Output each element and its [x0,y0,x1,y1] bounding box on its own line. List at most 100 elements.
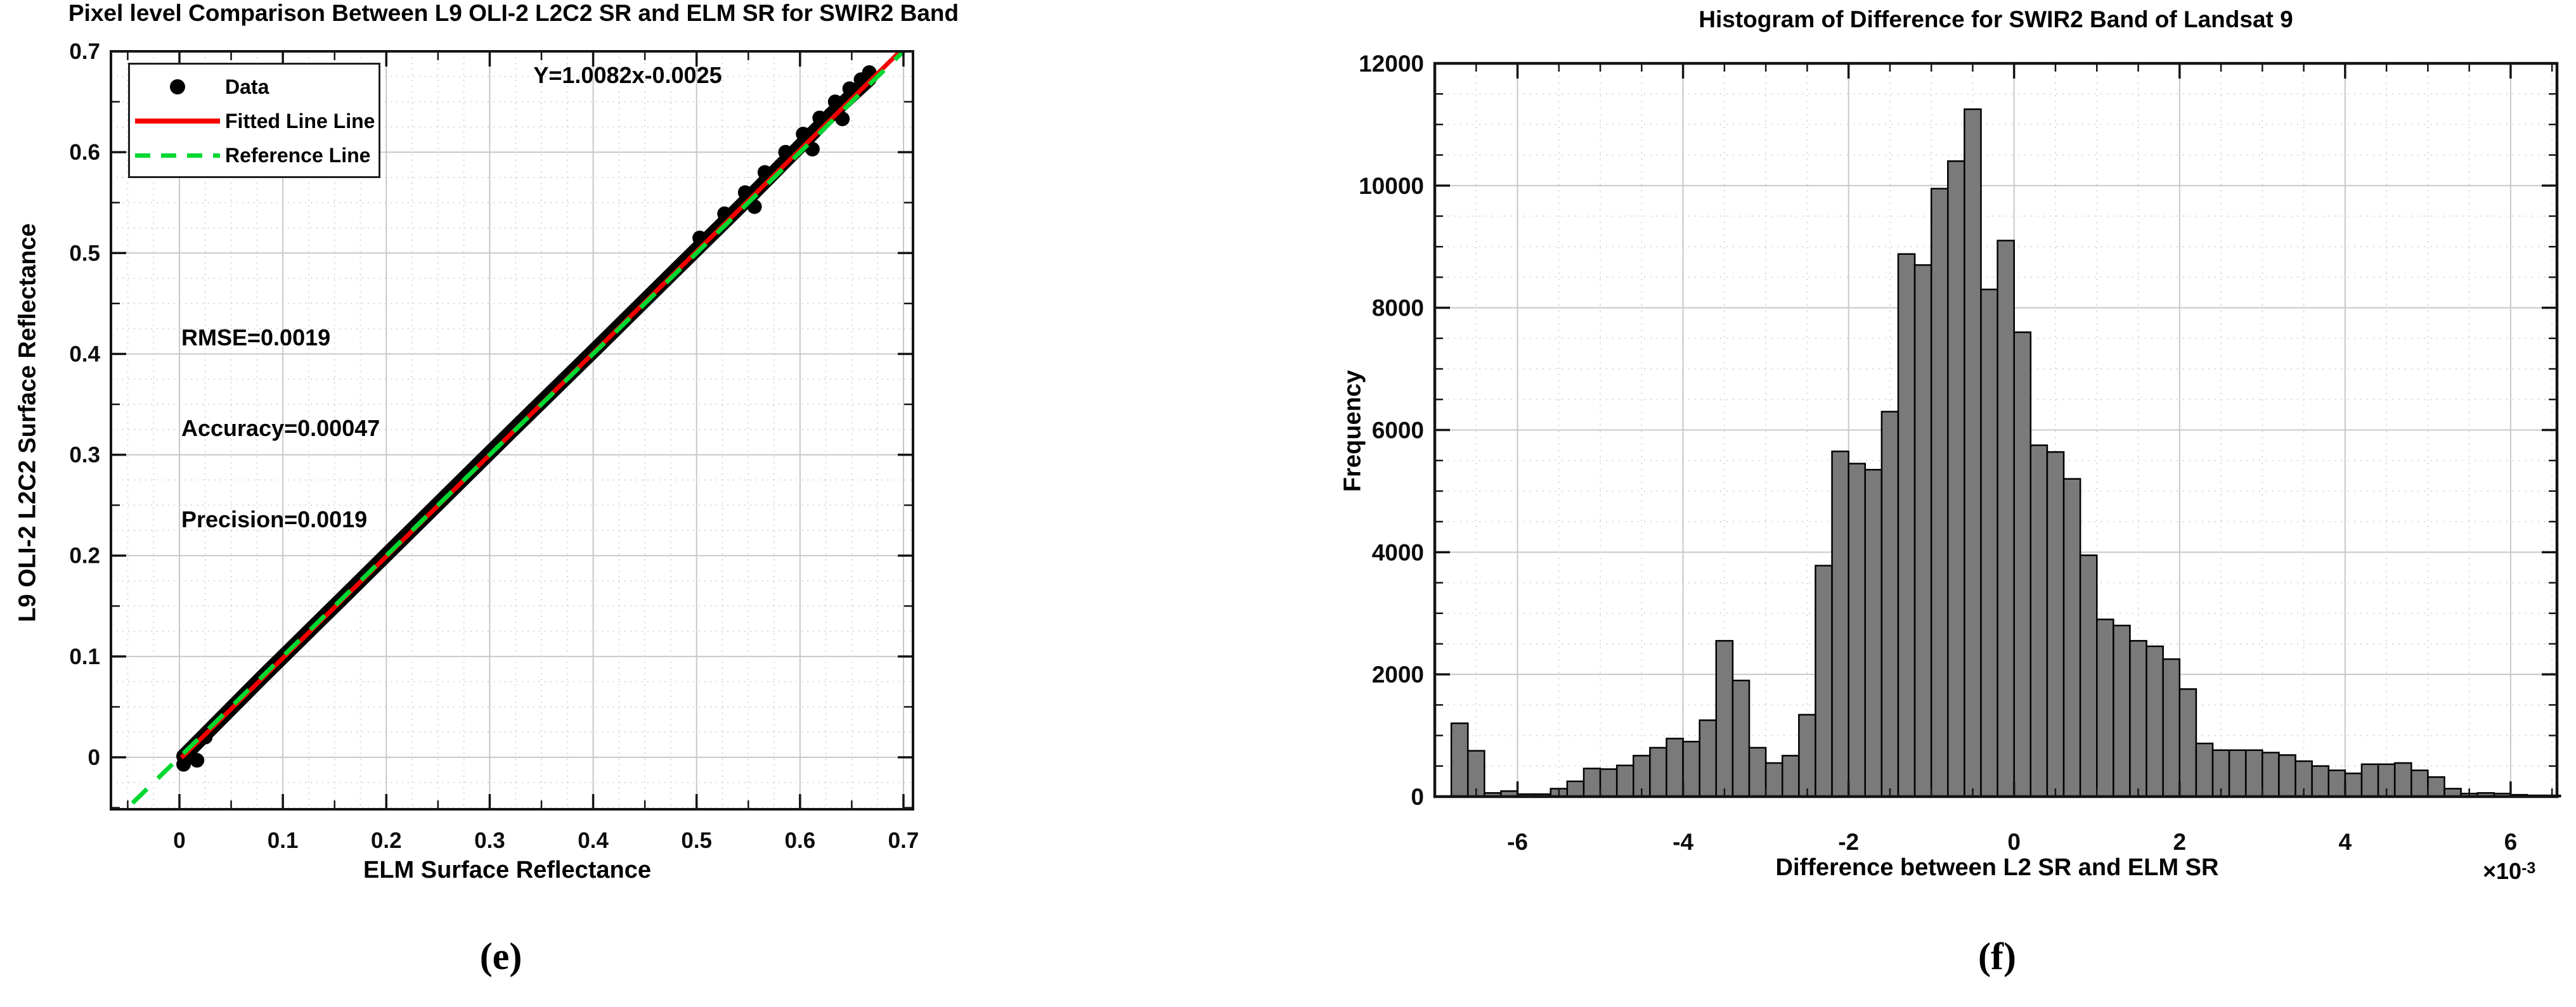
histogram-bar [1947,160,1965,798]
histogram-bar [1897,253,1916,798]
histogram-bar [1980,288,1998,798]
scatter-y-tick-label: 0.4 [69,342,100,366]
scatter-legend: Data Fitted Line Line Reference Line [128,63,380,178]
histogram-bar [1815,565,1833,798]
stat-precision: Precision=0.0019 [181,506,368,532]
stat-accuracy: Accuracy=0.00047 [181,415,380,441]
histogram-bar [1880,411,1900,798]
histogram-title: Histogram of Difference for SWIR2 Band o… [1699,6,2293,32]
histogram-bar [1582,767,1602,798]
data-point [812,110,827,125]
histogram-bar [1997,240,2015,798]
scatter-grid [111,51,913,809]
histogram-bars [1450,108,2561,798]
reference-line [122,51,907,809]
histogram-bar [1731,679,1751,798]
histogram-bar [1566,780,1585,798]
histogram-bar [2162,658,2181,798]
scatter-x-tick-label: 0.7 [888,828,919,853]
histogram-bar [2327,769,2346,798]
legend-row-fitted: Fitted Line Line [130,104,379,138]
scatter-axes-box [110,50,914,811]
data-point [737,185,753,200]
histogram-bar [2146,645,2164,798]
histogram-bar [1764,762,1783,798]
histogram-bar [1599,768,1618,798]
histogram-x-tick-label: 2 [2173,829,2186,855]
data-point [692,230,708,245]
data-marker-icon [130,79,225,94]
histogram-bar [1781,755,1800,798]
data-point [835,112,850,127]
histogram-x-axis-label: Difference between L2 SR and ELM SR [1775,854,2219,881]
scatter-ticks [111,50,913,809]
histogram-bar [2062,478,2081,798]
histogram-y-tick-label: 10000 [1359,173,1424,199]
fit-equation: Y=1.0082x-0.0025 [533,62,722,88]
scatter-data [122,51,907,809]
data-point [757,165,772,180]
scatter-y-tick-label: 0.1 [69,645,100,669]
histogram-bar [2079,554,2098,798]
histogram-bar [1864,468,1883,798]
histogram-tick-labels: -6 -4 -2 0 2 4 6 0 2000 4000 6000 8000 10000 12000 [1359,51,2517,855]
x-axis-multiplier: ×10-3 [2483,858,2536,884]
scatter-title: Pixel level Comparison Between L9 OLI-2 … [68,0,959,26]
legend-label-fitted: Fitted Line Line [225,109,375,132]
scatter-x-tick-label: 0 [173,828,185,853]
histogram-x-tick-label: 4 [2339,829,2352,855]
histogram-x-tick-label: 0 [2007,829,2021,855]
fitted-line-icon [130,119,225,124]
histogram-y-tick-label: 12000 [1359,51,1424,77]
histogram-bar [1798,714,1816,798]
histogram-bar [1930,188,1949,798]
legend-row-data: Data [130,70,379,104]
histogram-bar [2029,444,2049,798]
histogram-bar [1831,450,1849,798]
histogram-bar [2360,763,2379,798]
stat-rmse: RMSE=0.0019 [181,324,331,350]
histogram-y-tick-label: 2000 [1372,662,1424,688]
histogram-bar [1848,463,1867,798]
panel-e-caption: (e) [479,935,522,977]
data-point [778,144,793,160]
histogram-bar [2311,765,2329,798]
histogram-bar [1450,722,1469,798]
histogram-bar [2411,769,2429,798]
scatter-x-tick-label: 0.6 [785,828,816,853]
histogram-ticks [1435,62,2557,798]
histogram-bar [2278,754,2296,798]
scatter-x-tick-label: 0.2 [371,828,402,853]
histogram-bar [2393,762,2412,798]
histogram-x-tick-label: 6 [2504,829,2518,855]
histogram-y-tick-label: 6000 [1372,418,1424,444]
histogram-bar [2262,752,2280,798]
histogram-x-tick-label: -2 [1838,829,1859,855]
scatter-y-tick-label: 0.7 [69,39,100,64]
histogram-bar [1964,108,1982,798]
histogram-bar [1699,719,1718,798]
data-point [805,141,820,157]
reference-line-icon [130,153,225,158]
data-point [796,127,811,142]
scatter-y-tick-label: 0.3 [69,443,100,468]
histogram-bar [1913,264,1932,798]
data-point [842,81,857,96]
panel-f-caption: (f) [1978,935,2016,977]
scatter-x-tick-label: 0.1 [268,828,299,853]
histogram-bar [1715,639,1734,798]
scatter-y-axis-label: L9 OLI-2 L2C2 Surface Reflectance [14,223,41,622]
histogram-bar [2344,773,2363,798]
scatter-x-tick-label: 0.5 [681,828,712,853]
histogram-bar [2113,624,2131,798]
scatter-x-axis-label: ELM Surface Reflectance [363,857,652,883]
scatter-y-tick-label: 0.5 [69,241,100,266]
histogram-bar [2129,639,2147,798]
scatter-x-tick-label: 0.4 [578,828,609,853]
histogram-plot: -6 -4 -2 0 2 4 6 0 2000 4000 6000 8000 10000 12000 [1359,51,2561,855]
histogram-bar [2228,749,2247,798]
data-point [827,94,843,110]
data-point [190,753,205,768]
histogram-y-tick-label: 0 [1411,784,1424,810]
